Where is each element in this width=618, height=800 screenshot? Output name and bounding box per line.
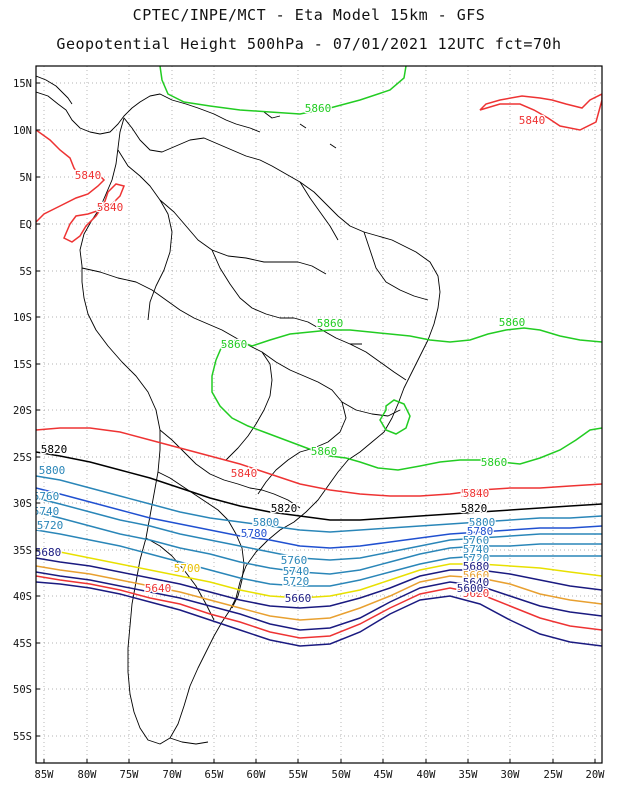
lon-label: 30W: [501, 769, 521, 781]
lon-label: 40W: [417, 769, 437, 781]
contour-label: 5660: [285, 592, 312, 605]
contour-label: 5820: [271, 502, 298, 515]
contour-label: 5740: [33, 505, 60, 518]
contour-label: 5820: [461, 502, 488, 515]
contour-label: 5620: [463, 587, 490, 600]
lon-label: 35W: [459, 769, 479, 781]
contour-label: 5840: [463, 487, 490, 500]
map-subtitle: Geopotential Height 500hPa - 07/01/2021 …: [56, 35, 562, 53]
contour-label: 5640: [145, 582, 172, 595]
contour-label: 5860: [305, 102, 332, 115]
map-frame: [35, 65, 603, 764]
contour-label: 5860: [221, 338, 248, 351]
lat-label: 45S: [13, 638, 32, 650]
contour-label: 5840: [519, 114, 546, 127]
contour-label: 5860: [311, 445, 338, 458]
lon-label: 55W: [289, 769, 309, 781]
lon-label: 65W: [205, 769, 225, 781]
contour-label: 5640: [463, 576, 490, 589]
contour-label: 5840: [231, 467, 258, 480]
contour-label: 5680: [463, 560, 490, 573]
lon-label: 60W: [247, 769, 267, 781]
lat-label: 15N: [13, 78, 32, 90]
contour-label: 5760: [33, 490, 60, 503]
lon-label: 75W: [120, 769, 140, 781]
contour-label: 5800: [469, 516, 496, 529]
contour-label: 5780: [467, 525, 494, 538]
contour-label: 5740: [463, 543, 490, 556]
contour-label: 5800: [253, 516, 280, 529]
lat-label: 15S: [13, 359, 32, 371]
lon-label: 50W: [332, 769, 352, 781]
lat-label: 55S: [13, 731, 32, 743]
lon-label: 20W: [586, 769, 606, 781]
lon-label: 85W: [35, 769, 55, 781]
contour-label: 5660: [463, 569, 490, 582]
lat-label: 35S: [13, 545, 32, 557]
contour-label: 5860: [317, 317, 344, 330]
lon-label: 70W: [163, 769, 183, 781]
contour-label: 5780: [241, 527, 268, 540]
lat-label: 5S: [19, 266, 32, 278]
contour-label: 5820: [41, 443, 68, 456]
contour-label: 5740: [283, 565, 310, 578]
lat-label: EQ: [19, 219, 32, 231]
contour-label: 5840: [97, 201, 124, 214]
grid-lines: [36, 66, 602, 763]
lat-label: 5N: [19, 172, 32, 184]
contour-label: 5760: [281, 554, 308, 567]
contour-label: 5720: [463, 552, 490, 565]
contour-label: 5860: [499, 316, 526, 329]
contour-label: 5720: [37, 519, 64, 532]
lon-label: 80W: [78, 769, 98, 781]
axis-ticks: 15N 10N 5N EQ 5S 10S 15S 20S 25S 30S 35S 40S 45S 50S 5…: [13, 78, 605, 781]
contour-label: 5700: [174, 562, 201, 575]
lat-label: 50S: [13, 684, 32, 696]
country-borders: [36, 75, 441, 745]
lon-label: 25W: [544, 769, 564, 781]
map-title: CPTEC/INPE/MCT - Eta Model 15km - GFS: [132, 6, 486, 24]
contour-label: 5860: [481, 456, 508, 469]
contour-label: 5720: [283, 575, 310, 588]
lat-label: 25S: [13, 452, 32, 464]
lat-label: 10N: [13, 125, 32, 137]
lon-label: 45W: [374, 769, 394, 781]
contour-labels: 5860 5840 5840 5840 5860 5860 5860 5860 5860 5840…: [33, 101, 547, 607]
lat-label: 10S: [13, 312, 32, 324]
lat-label: 30S: [13, 498, 32, 510]
contour-label: 5800: [39, 464, 66, 477]
contour-label: 5760: [463, 534, 490, 547]
lat-label: 20S: [13, 405, 32, 417]
contour-label: 5840: [461, 487, 488, 500]
contour-label: 5680: [35, 546, 62, 559]
lat-label: 40S: [13, 591, 32, 603]
contour-label: 5600: [457, 582, 484, 595]
contour-label: 5840: [75, 169, 102, 182]
